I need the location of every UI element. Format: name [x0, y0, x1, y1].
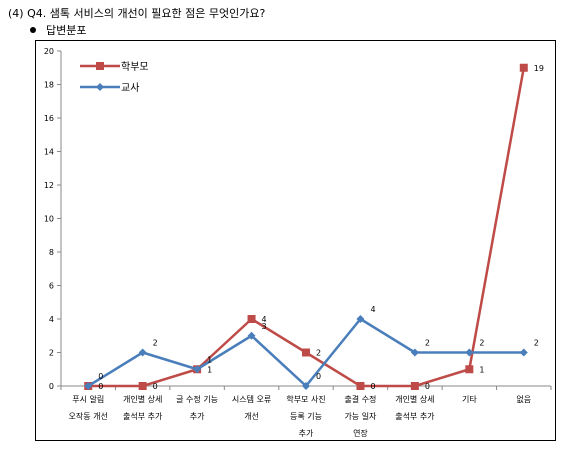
- subheading: 답변분포: [30, 22, 86, 38]
- data-label-학부모: 0: [425, 382, 430, 391]
- data-label-교사: 2: [479, 339, 484, 348]
- y-tick-label: 4: [49, 315, 54, 324]
- x-tick-label: 없음: [516, 395, 531, 404]
- y-tick-label: 14: [44, 148, 54, 157]
- data-point-학부모: [247, 315, 256, 323]
- legend-label-학부모: 학부모: [121, 61, 149, 73]
- x-tick-label: 추가: [299, 429, 314, 438]
- question-title: (4) Q4. 샘톡 서비스의 개선이 필요한 점은 무엇인가요?: [8, 7, 266, 20]
- data-label-교사: 0: [98, 372, 103, 381]
- data-label-교사: 2: [534, 339, 539, 348]
- data-label-학부모: 1: [479, 365, 484, 374]
- data-point-교사: [356, 315, 365, 323]
- x-tick-label: 추가: [190, 412, 205, 421]
- data-label-교사: 0: [316, 372, 321, 381]
- x-tick-label: 가능 일자: [344, 412, 377, 421]
- data-label-교사: 3: [262, 322, 267, 331]
- x-tick-label: 개인별 상세: [123, 394, 162, 404]
- legend-label-교사: 교사: [121, 82, 139, 94]
- data-point-학부모: [302, 348, 310, 357]
- data-label-학부모: 0: [153, 382, 158, 391]
- y-tick-label: 20: [44, 47, 54, 56]
- data-point-교사: [410, 348, 419, 357]
- x-tick-label: 학부모 사진: [286, 394, 325, 404]
- data-label-학부모: 1: [207, 365, 212, 374]
- legend-marker-학부모: [96, 62, 104, 70]
- data-point-교사: [193, 365, 202, 374]
- x-tick-label: 개선: [244, 411, 259, 421]
- x-tick-label: 출석부 추가: [395, 411, 435, 421]
- x-tick-label: 기타: [462, 395, 477, 404]
- y-tick-label: 10: [44, 215, 54, 224]
- x-tick-label: 오작동 개선: [69, 411, 108, 421]
- data-point-학부모: [410, 382, 419, 390]
- data-point-학부모: [465, 365, 474, 374]
- data-label-학부모: 19: [534, 64, 544, 73]
- data-label-학부모: 4: [262, 315, 267, 324]
- y-tick-label: 0: [49, 382, 54, 391]
- data-point-교사: [84, 382, 93, 390]
- data-point-학부모: [519, 63, 528, 72]
- chart-frame: [35, 40, 556, 441]
- data-label-교사: 1: [207, 355, 212, 364]
- data-label-교사: 4: [370, 305, 375, 314]
- x-tick-label: 출석부 추가: [123, 411, 163, 421]
- data-label-교사: 2: [425, 339, 430, 348]
- data-point-교사: [138, 348, 147, 357]
- x-tick-label: 연장: [353, 428, 368, 438]
- data-point-교사: [519, 348, 528, 357]
- data-label-학부모: 0: [98, 382, 103, 391]
- x-tick-label: 시스템 오류: [232, 394, 271, 404]
- y-tick-label: 2: [49, 349, 54, 358]
- y-tick-label: 6: [49, 282, 54, 291]
- data-label-학부모: 2: [316, 349, 321, 358]
- y-tick-label: 12: [44, 181, 54, 190]
- data-point-교사: [465, 348, 474, 357]
- data-label-학부모: 0: [370, 382, 375, 391]
- subheading-label: 답변분포: [46, 24, 87, 37]
- legend-marker-교사: [96, 83, 104, 91]
- x-tick-label: 개인별 상세: [395, 394, 434, 404]
- x-tick-label: 출결 수정: [344, 394, 376, 404]
- data-label-교사: 2: [153, 339, 158, 348]
- y-tick-label: 16: [44, 114, 54, 123]
- x-tick-label: 푸시 알림: [72, 394, 104, 404]
- data-point-학부모: [138, 382, 147, 390]
- data-point-교사: [302, 382, 310, 390]
- x-tick-label: 등록 기능: [290, 412, 322, 421]
- y-tick-label: 8: [49, 248, 54, 257]
- data-point-학부모: [356, 382, 365, 390]
- x-tick-label: 글 수정 기능: [176, 394, 218, 404]
- data-point-교사: [247, 331, 256, 340]
- bullet-icon: [30, 27, 36, 33]
- y-tick-label: 18: [44, 81, 54, 90]
